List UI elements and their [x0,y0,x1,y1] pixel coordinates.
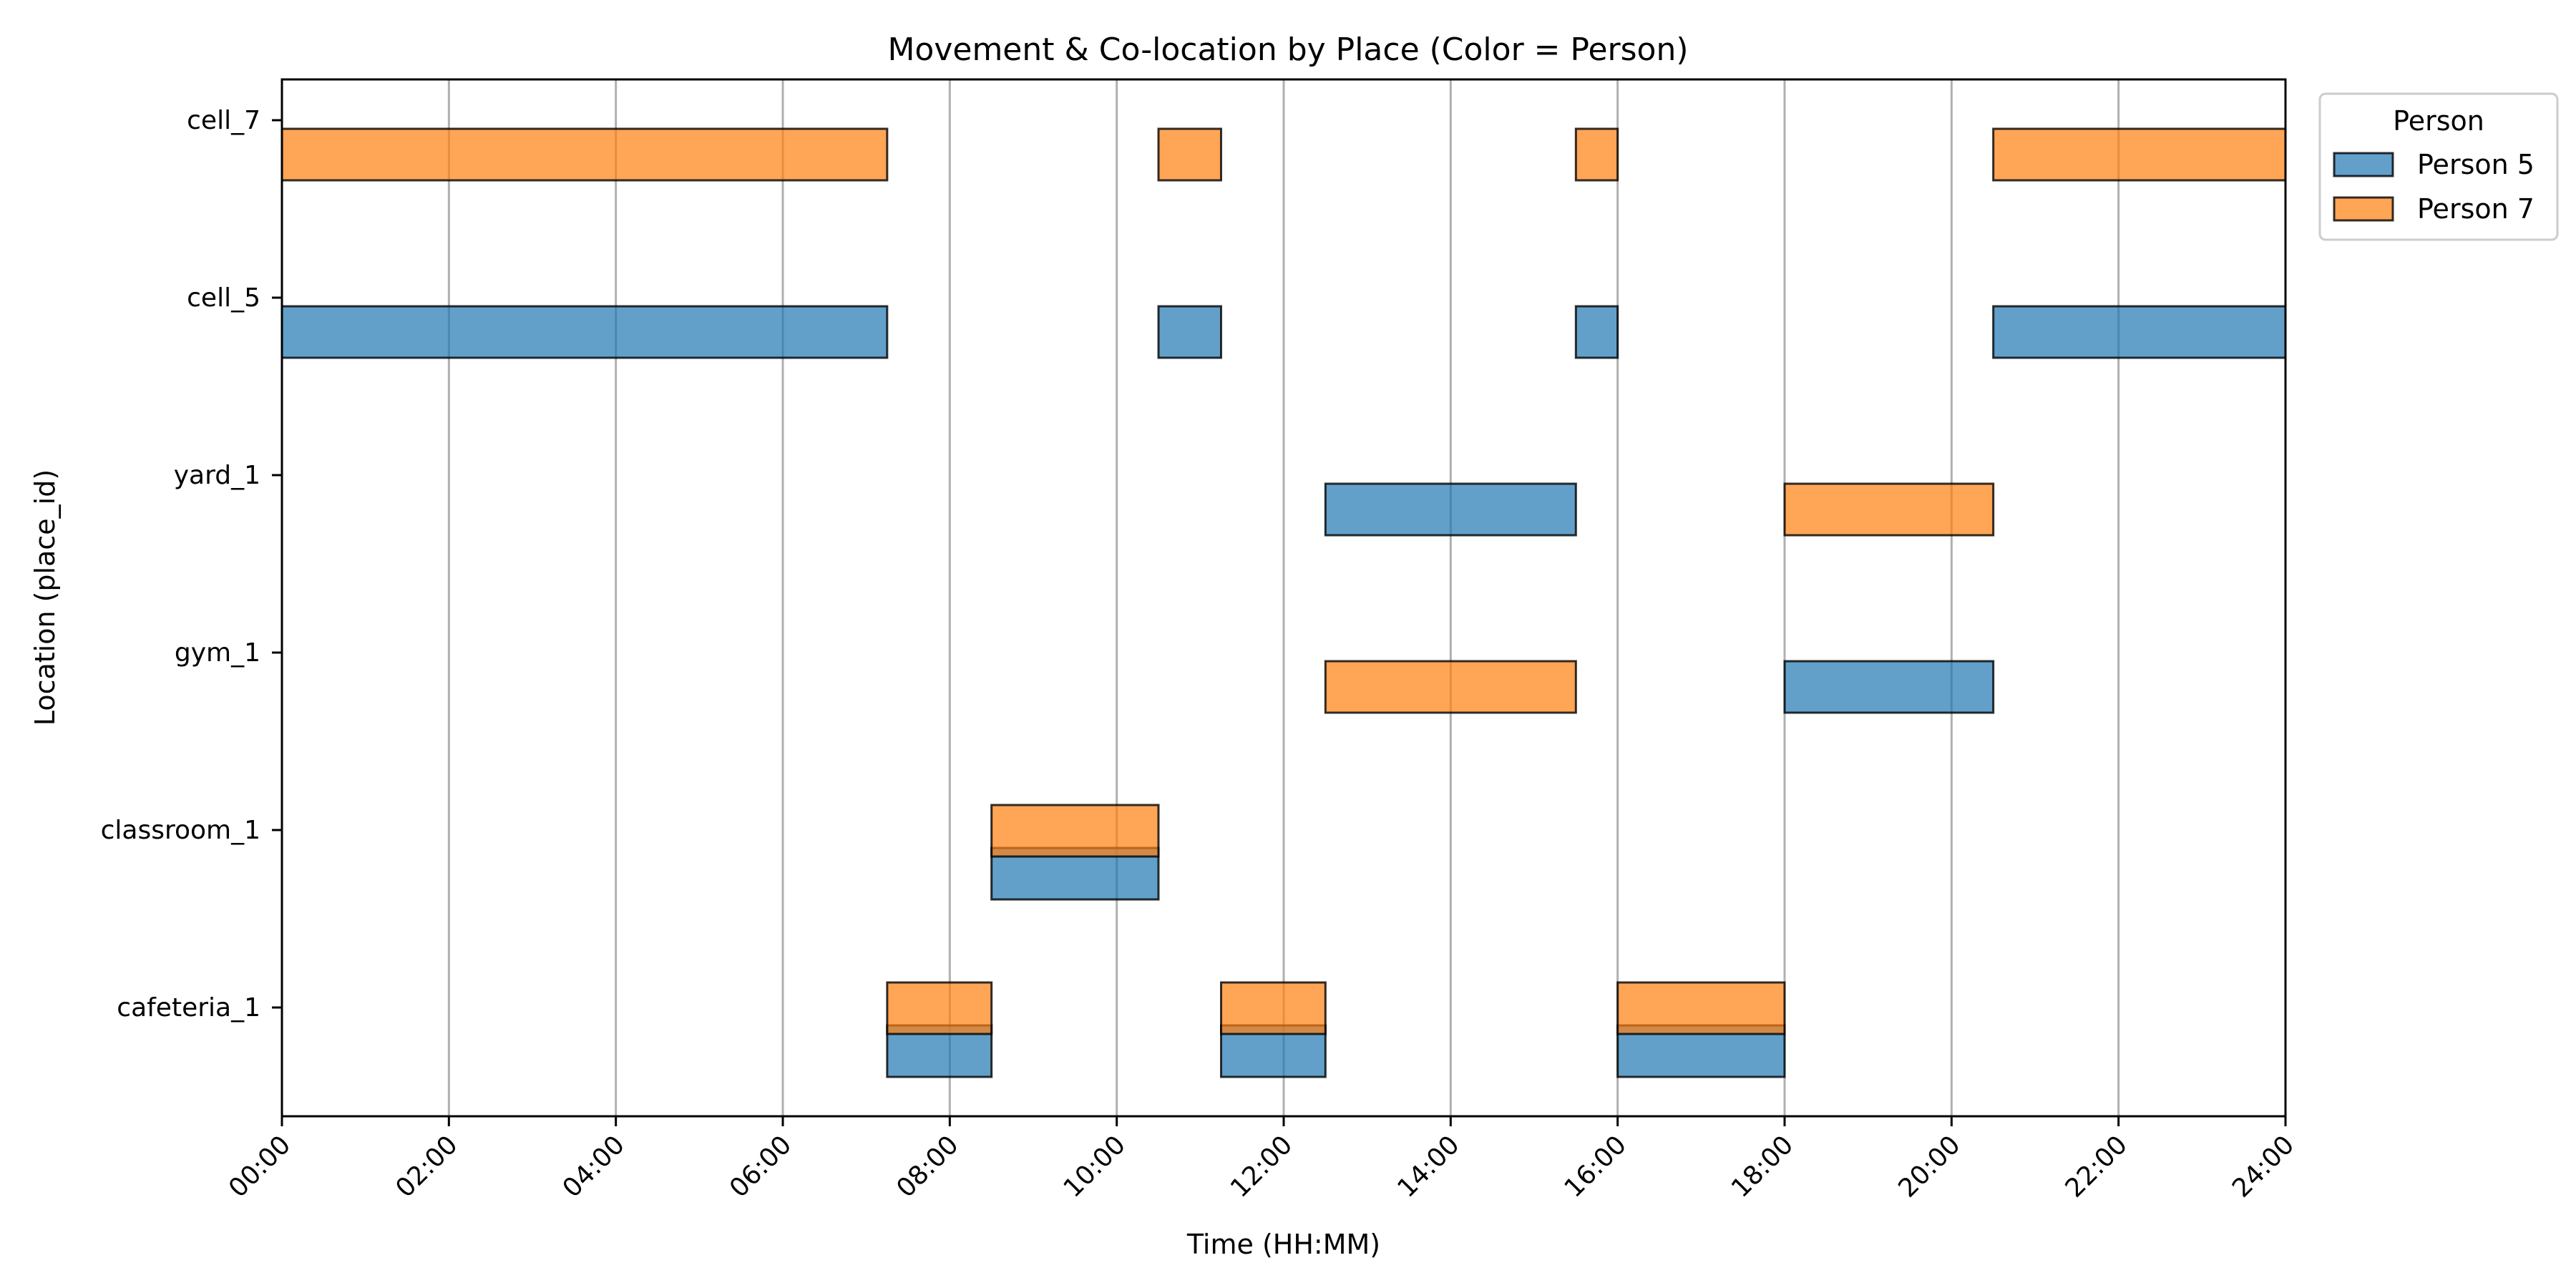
y-axis-label: Location (place_id) [29,469,61,726]
x-tick-label: 24:00 [2227,1130,2300,1203]
interval-bar [1574,305,1619,359]
legend-swatch [2333,152,2394,177]
interval-bar [280,305,889,359]
chart-title: Movement & Co-location by Place (Color =… [887,31,1688,68]
x-tick-label: 06:00 [724,1130,797,1203]
gridlines [280,79,2287,1116]
y-tick-label: classroom_1 [101,816,260,845]
interval-bar [886,981,993,1035]
interval-bar [280,127,889,182]
y-tick-label: yard_1 [174,461,260,490]
y-tick-label: cell_7 [187,106,260,135]
interval-bar [1157,127,1222,182]
y-tick-label: cafeteria_1 [117,993,260,1023]
x-tick-label: 14:00 [1392,1130,1465,1203]
legend-entry-label: Person 7 [2417,193,2534,225]
x-tick-label: 02:00 [390,1130,463,1203]
x-tick-label: 04:00 [557,1130,630,1203]
x-axis-ticks: 00:00 02:00 04:00 06:00 08:00 10:00 12:00 14:00… [223,1116,2300,1204]
x-tick-label: 22:00 [2060,1130,2133,1203]
legend-title: Person [2393,105,2484,137]
x-tick-label: 10:00 [1058,1130,1131,1203]
x-tick-label: 16:00 [1559,1130,1632,1203]
x-axis-label: Time (HH:MM) [1186,1229,1380,1260]
legend-swatch [2333,196,2394,222]
interval-bar [1324,482,1577,537]
interval-bar [1324,660,1577,714]
bars [280,127,2287,1078]
y-axis-ticks: cell_7 cell_5 yard_1 gym_1 classroom_1cafete… [101,106,282,1023]
interval-bar [1783,482,1995,537]
x-tick-label: 20:00 [1893,1130,1966,1203]
interval-bar [1574,127,1619,182]
legend: Person Person 5 Person 7 [2318,92,2559,241]
x-tick-label: 08:00 [891,1130,964,1203]
interval-bar [1992,305,2287,359]
x-tick-label: 18:00 [1726,1130,1799,1203]
interval-bar [1157,305,1222,359]
y-tick-label: cell_5 [187,283,260,313]
x-tick-label: 00:00 [223,1130,296,1203]
interval-bar [1783,660,1995,714]
x-tick-label: 12:00 [1225,1130,1298,1203]
interval-bar [1616,981,1786,1035]
y-tick-label: gym_1 [175,638,260,668]
interval-bar [1992,127,2287,182]
interval-bar [1220,981,1327,1035]
legend-entry-label: Person 5 [2417,149,2534,180]
interval-bar [990,804,1160,858]
